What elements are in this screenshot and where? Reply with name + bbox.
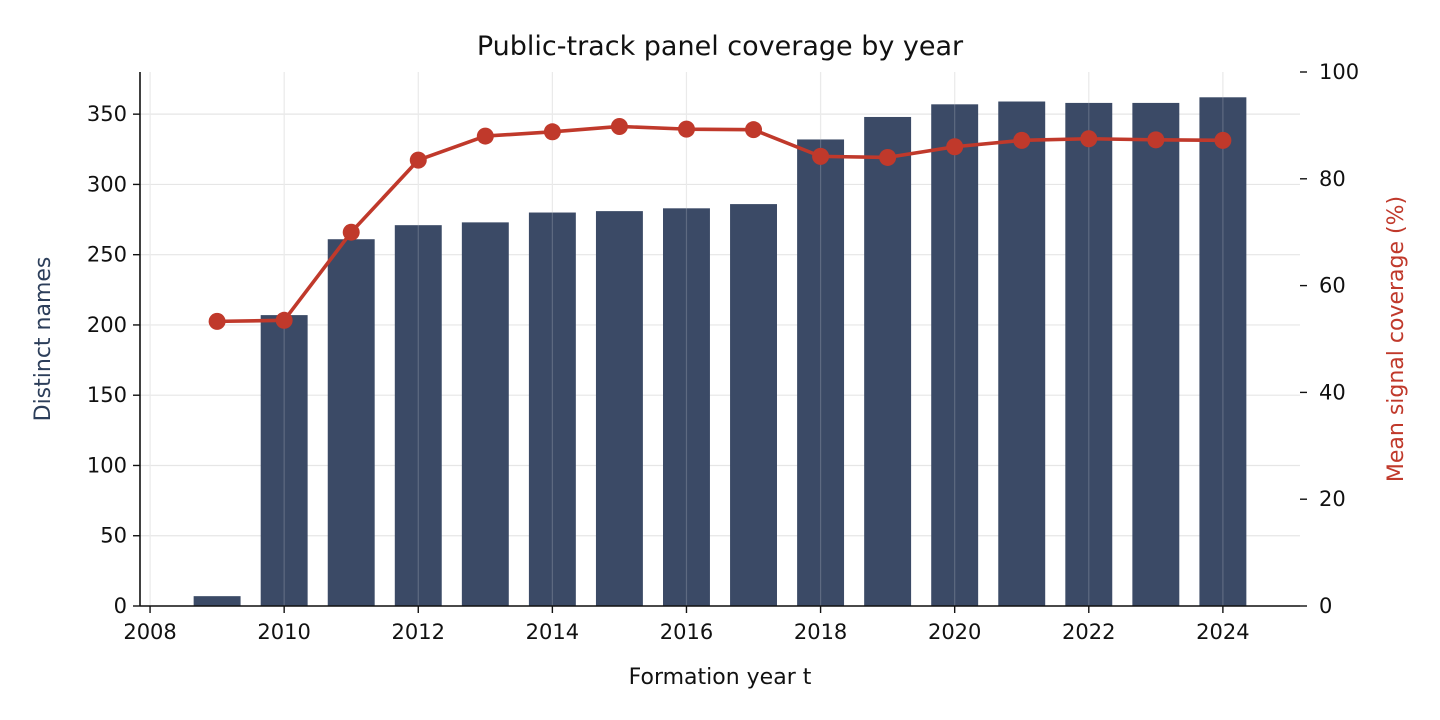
bar-2009: [193, 596, 241, 606]
coverage-line: [217, 124, 1223, 324]
bar-2019: [864, 116, 912, 607]
y-tick-label-300: 300: [87, 172, 127, 196]
bar-2011: [327, 239, 375, 606]
bar-2015: [595, 211, 643, 607]
x-tick-label-2008: 2008: [123, 620, 176, 644]
y-tick-label-250: 250: [87, 243, 127, 267]
y2-tick-label-100: 100: [1319, 60, 1359, 84]
chart-title: Public-track panel coverage by year: [477, 31, 964, 62]
bar-2017: [730, 204, 777, 607]
x-tick-label-2016: 2016: [660, 620, 713, 644]
coverage-point-2010: [275, 311, 293, 329]
y-tick-label-200: 200: [87, 313, 127, 337]
y2-tick-label-0: 0: [1319, 594, 1332, 618]
x-tick-label-2014: 2014: [526, 620, 579, 644]
coverage-point-2015: [610, 117, 628, 135]
x-tick-label-2010: 2010: [257, 620, 310, 644]
coverage-point-2013: [476, 127, 494, 145]
y-axis-label: Distinct names: [31, 257, 56, 422]
x-tick-label-2012: 2012: [392, 620, 445, 644]
x-tick-label-2018: 2018: [794, 620, 847, 644]
y2-axis-label: Mean signal coverage (%): [1384, 196, 1409, 482]
coverage-point-2011: [342, 223, 360, 241]
bar-2021: [998, 101, 1046, 606]
x-axis-label: Formation year t: [629, 665, 812, 690]
y-tick-label-0: 0: [114, 594, 127, 618]
bar-2012: [394, 225, 442, 606]
coverage-point-2023: [1147, 131, 1165, 149]
coverage-point-2019: [879, 148, 897, 166]
x-tick-label-2020: 2020: [928, 620, 981, 644]
y2-tick-label-20: 20: [1319, 487, 1346, 511]
bar-2022: [1065, 102, 1113, 607]
bar-2023: [1132, 102, 1180, 607]
y2-tick-label-40: 40: [1319, 380, 1346, 404]
coverage-point-2014: [543, 123, 561, 141]
y-tick-label-50: 50: [100, 524, 127, 548]
y2-tick-label-60: 60: [1319, 274, 1346, 298]
coverage-point-2017: [745, 121, 763, 139]
coverage-point-2018: [812, 147, 830, 165]
bar-2024: [1199, 97, 1247, 606]
y-tick-label-350: 350: [87, 102, 127, 126]
bar-2013: [461, 222, 509, 606]
bar-2010: [260, 315, 308, 606]
bar-2020: [931, 104, 979, 607]
bar-2016: [663, 208, 710, 606]
coverage-point-2012: [409, 151, 427, 169]
bar-series: [149, 72, 1247, 607]
x-tick-label-2022: 2022: [1062, 620, 1115, 644]
coverage-point-2021: [1013, 131, 1031, 149]
y-tick-label-150: 150: [87, 383, 127, 407]
x-tick-label-2024: 2024: [1196, 620, 1249, 644]
coverage-line-series: [208, 117, 1232, 330]
coverage-point-2016: [677, 120, 695, 138]
gridlines: [140, 72, 1300, 607]
y-tick-label-100: 100: [87, 453, 127, 477]
y2-tick-label-80: 80: [1319, 167, 1346, 191]
bar-2014: [528, 212, 576, 607]
bar-2018: [797, 139, 845, 606]
coverage-point-2009: [208, 312, 226, 330]
coverage-point-2024: [1214, 131, 1232, 149]
coverage-point-2022: [1080, 130, 1098, 148]
coverage-point-2020: [946, 138, 964, 156]
